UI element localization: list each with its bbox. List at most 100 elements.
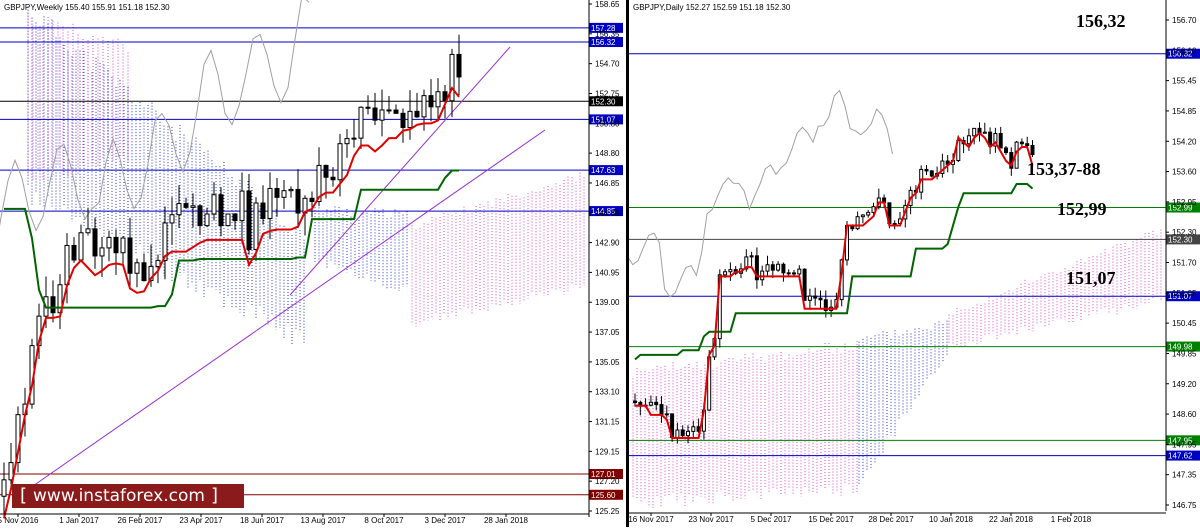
candle-body — [993, 133, 998, 147]
level-price-label: 147.95 — [1168, 436, 1193, 445]
level-price-label: 152.30 — [1168, 235, 1193, 244]
candle-body — [337, 143, 343, 181]
candle-body — [818, 297, 823, 301]
candle-body — [92, 228, 98, 257]
candle-body — [691, 426, 696, 432]
level-price-label: 125.60 — [591, 491, 616, 500]
candle-body — [797, 268, 802, 275]
candle-body — [106, 236, 112, 249]
time-tick-label: 22 Jan 2018 — [989, 515, 1034, 524]
price-tick-label: 149.20 — [1172, 380, 1197, 389]
level-price-box — [1166, 450, 1200, 461]
level-price-label: 127.01 — [591, 470, 616, 479]
candle-body — [924, 168, 929, 172]
price-tick-label: 148.80 — [595, 149, 620, 158]
candle-body — [260, 202, 266, 219]
level-price-box — [589, 206, 623, 217]
candle-body — [659, 404, 664, 416]
level-price-label: 157.28 — [591, 24, 616, 33]
candle-body — [169, 214, 175, 224]
candle-body — [281, 190, 287, 198]
level-price-box — [589, 37, 623, 48]
candle-body — [288, 188, 294, 192]
candle-body — [183, 203, 189, 208]
time-tick-label: 1 Feb 2018 — [1051, 515, 1092, 524]
candle-body — [232, 213, 238, 222]
candle-body — [449, 53, 455, 102]
watermark-url: www.instaforex.com — [33, 486, 205, 506]
candle-body — [929, 170, 934, 177]
price-tick-label: 152.95 — [1172, 198, 1197, 207]
price-tick-label: 146.75 — [1172, 501, 1197, 510]
watermark-open-bracket: [ — [20, 485, 28, 506]
candle-body — [127, 237, 133, 274]
candle-body — [148, 265, 154, 282]
time-tick-label: 3 Dec 2017 — [425, 516, 466, 525]
watermark-close-bracket: ] — [210, 485, 218, 506]
candle-body — [664, 413, 669, 416]
level-price-box — [1166, 202, 1200, 213]
price-tick-label: 129.15 — [595, 447, 620, 456]
candle-body — [407, 110, 413, 128]
candle-body — [435, 91, 441, 108]
candle-body — [309, 197, 315, 203]
price-tick-label: 140.95 — [595, 268, 620, 277]
price-tick-label: 155.45 — [1172, 77, 1197, 86]
price-tick-label: 137.05 — [595, 328, 620, 337]
candle-body — [1019, 141, 1024, 145]
weekly-chart-header: GBPJPY,Weekly 155.40 155.91 151.18 152.3… — [4, 3, 170, 12]
candle-body — [823, 299, 828, 311]
candle-body — [246, 190, 252, 250]
level-price-box — [1166, 234, 1200, 245]
level-price-label: 144.85 — [591, 207, 616, 216]
annotation-153-37-88: 153,37-88 — [1027, 159, 1101, 179]
price-tick-label: 150.45 — [1172, 319, 1197, 328]
level-price-label: 147.63 — [591, 166, 616, 175]
level-price-label: 156.32 — [1168, 50, 1193, 59]
candle-body — [190, 205, 196, 208]
candle-body — [351, 137, 357, 140]
daily-chart-header: GBPJPY,Daily 152.27 152.59 151.18 152.30 — [633, 3, 791, 12]
candle-body — [113, 236, 119, 254]
candle-body — [386, 109, 392, 112]
candle-body — [176, 203, 182, 216]
time-tick-label: 23 Apr 2017 — [179, 516, 223, 525]
time-tick-label: 10 Jan 2018 — [929, 515, 974, 524]
candle-body — [648, 401, 653, 406]
price-tick-label: 150.80 — [595, 119, 620, 128]
time-tick-label: 23 Nov 2017 — [688, 515, 734, 524]
level-price-label: 149.98 — [1168, 343, 1193, 352]
candle-body — [866, 211, 871, 216]
time-tick-label: 15 Dec 2017 — [808, 515, 854, 524]
level-price-box — [1166, 291, 1200, 302]
level-price-label: 152.30 — [591, 97, 616, 106]
candle-body — [776, 263, 781, 271]
candle-body — [50, 296, 56, 314]
level-price-label: 147.62 — [1168, 452, 1193, 461]
candle-body — [749, 255, 754, 258]
level-price-box — [589, 165, 623, 176]
daily-chart-panel: 156.32 152.99 152.30 151.07 149.98 147.95 147.… — [494, 0, 1200, 527]
candle-body — [204, 213, 210, 227]
candle-body — [802, 268, 807, 301]
price-tick-label: 154.70 — [595, 60, 620, 69]
candle-body — [295, 188, 301, 214]
price-tick-label: 156.35 — [595, 30, 620, 39]
level-price-box — [589, 114, 623, 125]
price-tick-label: 147.95 — [1172, 440, 1197, 449]
price-tick-label: 156.70 — [1172, 16, 1197, 25]
level-price-box — [1166, 435, 1200, 446]
price-tick-label: 135.05 — [595, 358, 620, 367]
level-price-box — [589, 22, 623, 33]
candle-body — [998, 133, 1003, 149]
candle-body — [807, 295, 812, 301]
candle-body — [966, 135, 971, 145]
tenkan-line — [3, 86, 460, 519]
price-tick-label: 133.10 — [595, 388, 620, 397]
price-tick-label: 147.35 — [1172, 471, 1197, 480]
candle-body — [1030, 144, 1035, 156]
time-tick-label: 8 Oct 2017 — [364, 516, 404, 525]
annotation-152-99: 152,99 — [1057, 199, 1107, 219]
candle-body — [654, 401, 659, 406]
candle-body — [134, 262, 140, 274]
